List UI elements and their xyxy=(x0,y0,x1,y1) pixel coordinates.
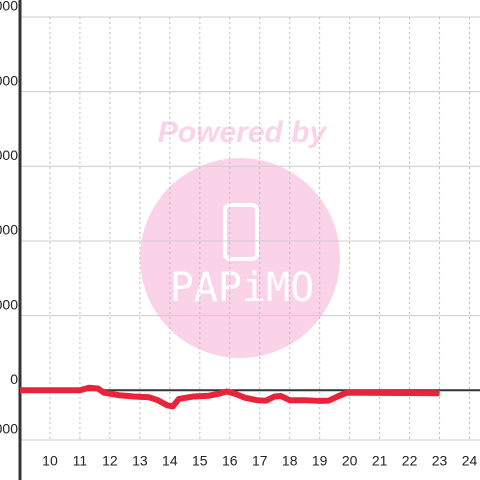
y-tick-label: 90,000 xyxy=(0,147,18,163)
x-tick-label: 18 xyxy=(282,453,298,469)
y-tick-label: 150,000 xyxy=(0,0,18,14)
watermark-text: Powered by xyxy=(158,116,328,149)
watermark-icon xyxy=(223,203,259,261)
y-tick-label: 0 xyxy=(10,371,18,387)
x-tick-label: 10 xyxy=(42,453,58,469)
x-tick-label: 24 xyxy=(462,453,478,469)
y-tick-label: 120,000 xyxy=(0,72,18,88)
x-tick-label: 19 xyxy=(312,453,328,469)
x-tick-label: 20 xyxy=(342,453,358,469)
x-tick-label: 12 xyxy=(102,453,118,469)
watermark-text: PAPiMO xyxy=(170,265,315,311)
y-tick-label: 30,000 xyxy=(0,296,18,312)
x-tick-label: 13 xyxy=(132,453,148,469)
y-tick-label: -20,000 xyxy=(0,421,18,437)
x-tick-label: 21 xyxy=(372,453,388,469)
y-tick-label: 60,000 xyxy=(0,222,18,238)
x-tick-label: 11 xyxy=(73,453,88,469)
line-series xyxy=(20,384,440,410)
x-tick-label: 14 xyxy=(162,453,178,469)
x-tick-label: 22 xyxy=(402,453,418,469)
x-tick-label: 17 xyxy=(252,453,268,469)
x-tick-label: 16 xyxy=(222,453,238,469)
x-tick-label: 23 xyxy=(432,453,448,469)
x-tick-label: 15 xyxy=(192,453,208,469)
